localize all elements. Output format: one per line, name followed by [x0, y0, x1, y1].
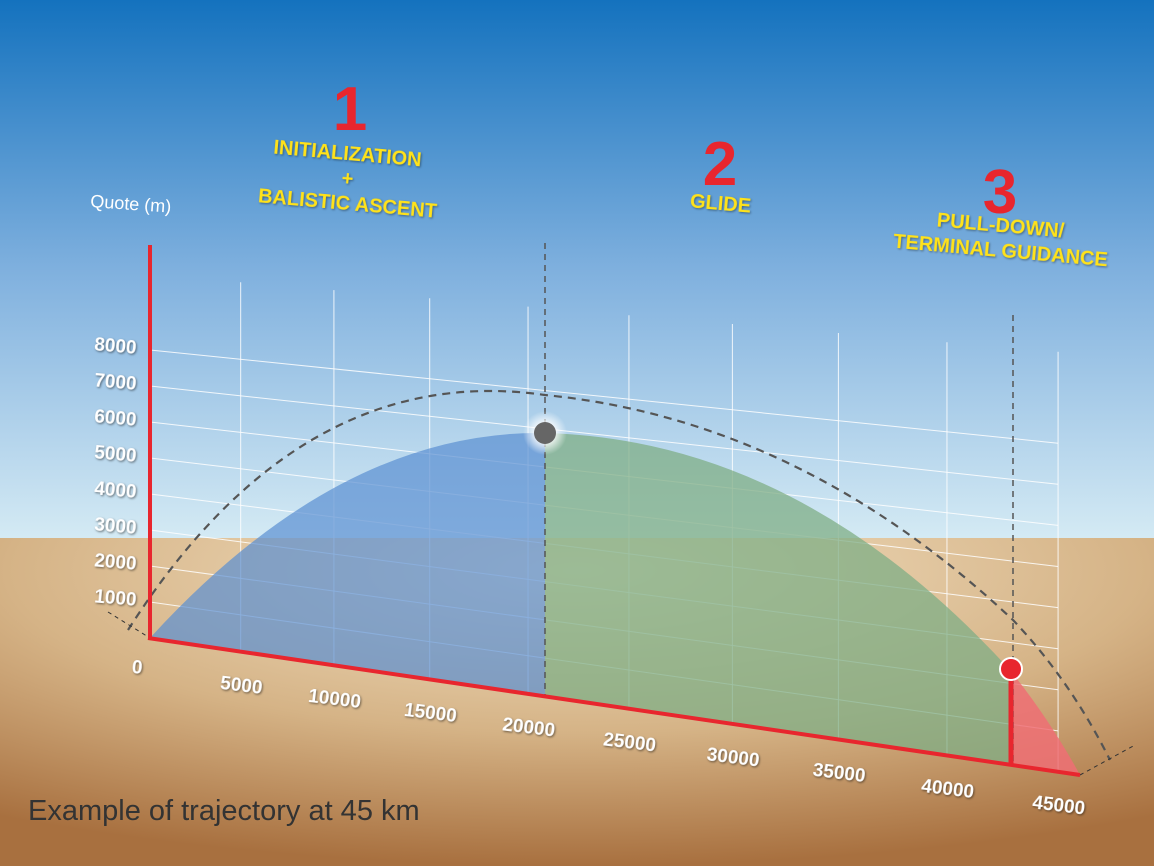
labels: 0100020003000400050006000700080005000100…	[93, 75, 1108, 820]
x-axis	[147, 636, 1081, 777]
y-tick-label: 7000	[93, 370, 137, 395]
ascent-area	[150, 432, 545, 697]
terminal-area	[1010, 670, 1080, 775]
y-tick-label: 3000	[93, 514, 137, 539]
x-tick-label: 5000	[219, 673, 264, 699]
y-tick-label: 6000	[93, 406, 137, 431]
phase-label: +	[341, 168, 355, 191]
y-tick-label: 4000	[93, 478, 137, 503]
glide-area	[545, 433, 1010, 765]
grid-line	[149, 349, 1059, 444]
phase-number: 3	[983, 158, 1017, 227]
y-tick-label: 2000	[93, 550, 137, 575]
phase-number: 2	[703, 130, 737, 199]
y-tick-label: 0	[131, 657, 143, 679]
y-tick-label: 1000	[93, 586, 137, 611]
axis-extension	[1079, 744, 1136, 776]
trajectory	[127, 389, 1111, 761]
grid-line	[149, 385, 1059, 485]
y-tick-label: 8000	[93, 334, 137, 359]
phase-label: GLIDE	[689, 190, 752, 217]
apex-point	[534, 422, 556, 444]
caption: Example of trajectory at 45 km	[28, 795, 420, 827]
axis-extension	[107, 611, 151, 639]
y-tick-label: 5000	[93, 442, 137, 467]
phase-number: 1	[333, 75, 367, 144]
target-point	[999, 657, 1023, 681]
